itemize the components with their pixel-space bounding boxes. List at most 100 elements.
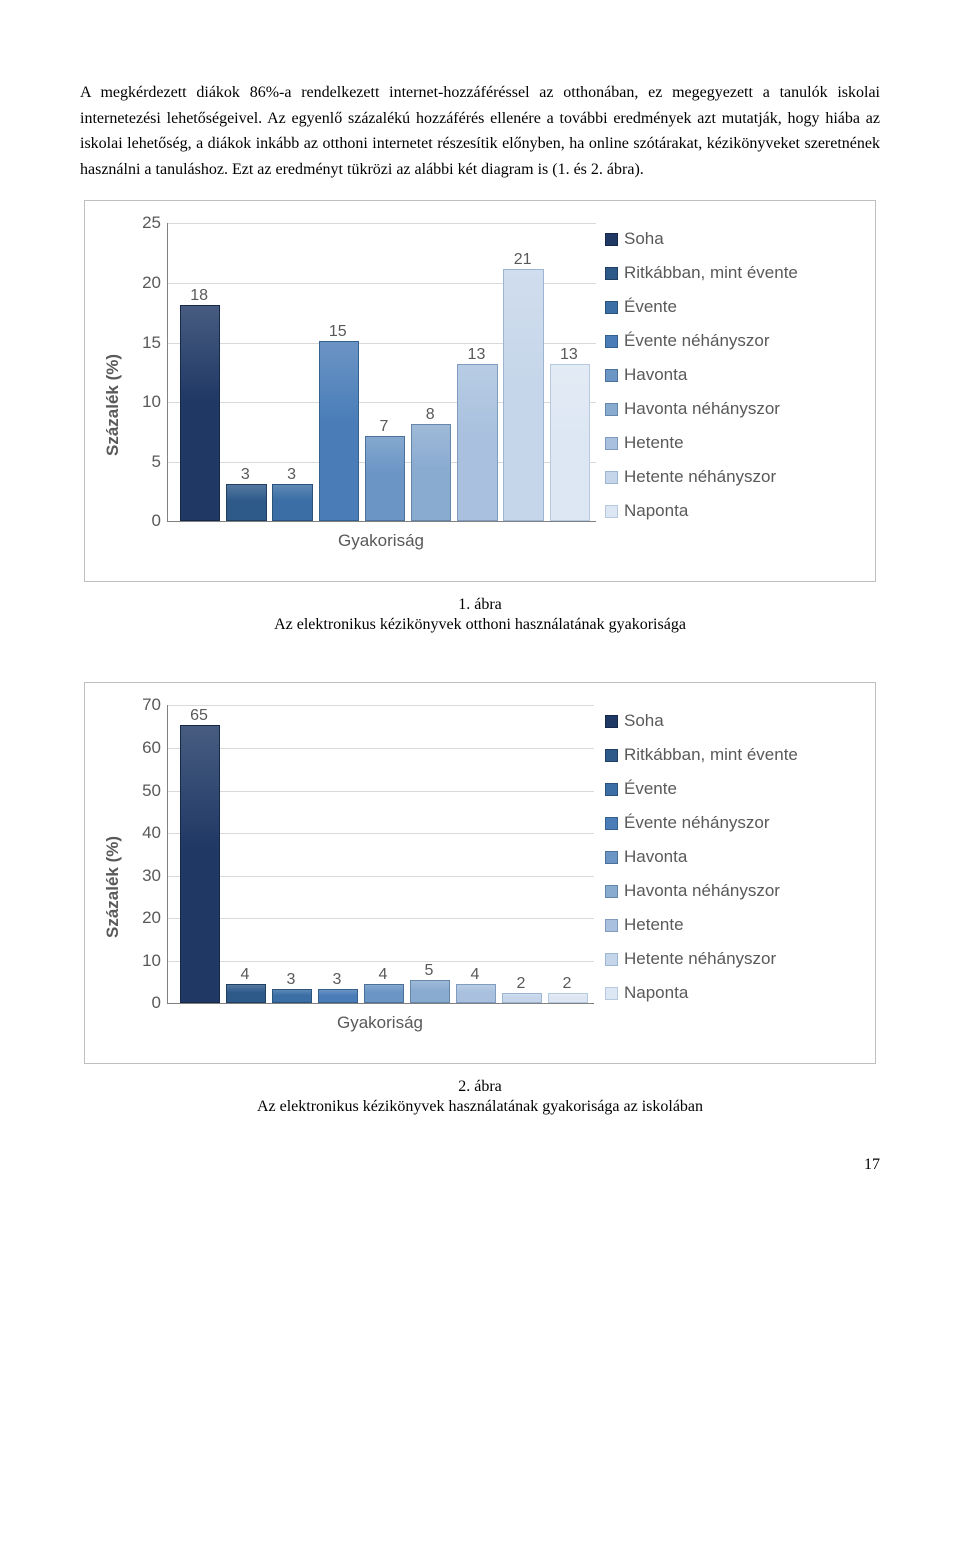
ytick-label: 20 [131,273,161,293]
legend-label: Havonta [624,847,687,867]
legend-label: Évente [624,297,677,317]
legend-entry: Naponta [605,977,798,1009]
y-axis-label: Százalék (%) [103,836,123,938]
legend-label: Hetente néhányszor [624,467,776,487]
caption-1: 1. ábra Az elektronikus kézikönyvek otth… [80,596,880,634]
legend-label: Ritkábban, mint évente [624,263,798,283]
legend-label: Hetente [624,915,684,935]
legend-swatch [605,987,618,1000]
legend-entry: Soha [605,705,798,737]
bar-value-label: 15 [329,323,347,341]
legend-entry: Havonta néhányszor [605,393,798,425]
legend-entry: Havonta [605,841,798,873]
bar [550,364,590,521]
page-number: 17 [80,1156,880,1174]
legend-entry: Ritkábban, mint évente [605,257,798,289]
bar [272,484,312,522]
legend-label: Soha [624,711,664,731]
legend-entry: Hetente [605,427,798,459]
bar [503,269,543,521]
legend-entry: Hetente [605,909,798,941]
bar [319,341,359,522]
legend-swatch [605,817,618,830]
legend-swatch [605,437,618,450]
bar [272,989,312,1004]
bar-value-label: 13 [560,346,578,364]
legend-label: Naponta [624,501,688,521]
caption-1-text: Az elektronikus kézikönyvek otthoni hasz… [274,616,686,633]
legend-swatch [605,471,618,484]
gridline [168,791,594,792]
legend-entry: Havonta néhányszor [605,875,798,907]
plot-area: 6543345422 [167,705,594,1004]
legend-swatch [605,301,618,314]
legend-swatch [605,885,618,898]
ytick-label: 10 [131,392,161,412]
legend-swatch [605,403,618,416]
bar-value-label: 21 [514,251,532,269]
legend-label: Hetente [624,433,684,453]
legend-label: Havonta [624,365,687,385]
legend-entry: Hetente néhányszor [605,461,798,493]
bar [365,436,405,521]
gridline [168,876,594,877]
caption-2-text: Az elektronikus kézikönyvek használatána… [257,1098,703,1115]
caption-2-label: 2. ábra [80,1078,880,1096]
legend-entry: Soha [605,223,798,255]
bar-value-label: 2 [517,975,526,993]
bar-value-label: 7 [380,418,389,436]
bar-value-label: 18 [190,287,208,305]
legend-label: Ritkábban, mint évente [624,745,798,765]
x-axis-label: Gyakoriság [338,531,424,551]
legend-entry: Évente [605,291,798,323]
legend-label: Havonta néhányszor [624,399,780,419]
legend-label: Hetente néhányszor [624,949,776,969]
gridline [168,961,594,962]
legend-entry: Havonta [605,359,798,391]
ytick-label: 20 [131,908,161,928]
legend-swatch [605,505,618,518]
gridline [168,833,594,834]
plot-area: 18331578132113 [167,223,596,522]
paragraph-1: A megkérdezett diákok 86%-a rendelkezett… [80,80,880,182]
bar [180,305,220,522]
bar [456,984,496,1003]
ytick-label: 15 [131,333,161,353]
bar [180,725,220,1004]
legend-entry: Ritkábban, mint évente [605,739,798,771]
legend-swatch [605,919,618,932]
legend-entry: Naponta [605,495,798,527]
bar [457,364,497,521]
bar-value-label: 65 [190,707,208,725]
ytick-label: 10 [131,951,161,971]
bar-value-label: 5 [425,962,434,980]
legend-swatch [605,953,618,966]
legend-label: Évente [624,779,677,799]
legend-label: Havonta néhányszor [624,881,780,901]
bar-value-label: 2 [563,975,572,993]
legend-swatch [605,233,618,246]
chart-2: Százalék (%)6543345422010203040506070Gya… [84,682,876,1064]
legend-label: Soha [624,229,664,249]
legend-entry: Évente néhányszor [605,325,798,357]
bar-value-label: 13 [468,346,486,364]
bar [548,993,588,1004]
bar [411,424,451,521]
legend-label: Naponta [624,983,688,1003]
bar-value-label: 3 [287,971,296,989]
legend-entry: Évente néhányszor [605,807,798,839]
bar-value-label: 4 [241,966,250,984]
legend-swatch [605,267,618,280]
legend-swatch [605,749,618,762]
legend-swatch [605,783,618,796]
ytick-label: 0 [131,993,161,1013]
gridline [168,748,594,749]
caption-2: 2. ábra Az elektronikus kézikönyvek hasz… [80,1078,880,1116]
ytick-label: 25 [131,213,161,233]
ytick-label: 0 [131,511,161,531]
legend-swatch [605,335,618,348]
ytick-label: 50 [131,781,161,801]
legend-entry: Évente [605,773,798,805]
bar-value-label: 3 [287,466,296,484]
bar-value-label: 4 [471,966,480,984]
